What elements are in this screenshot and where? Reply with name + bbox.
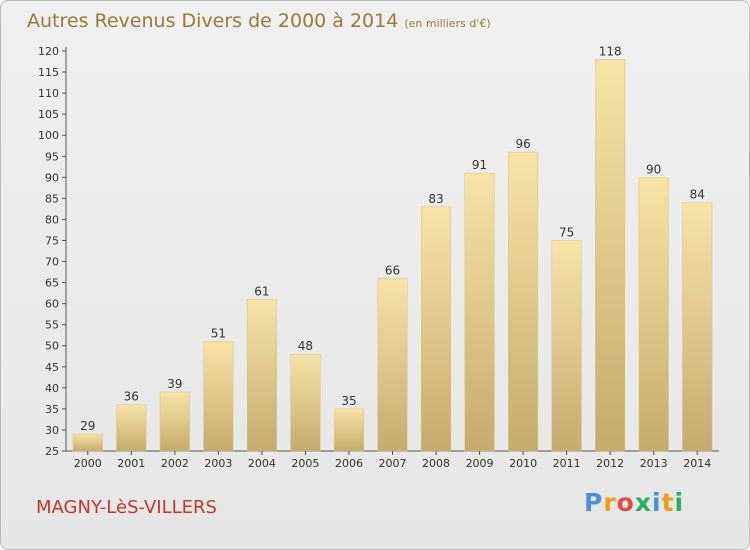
x-tick-label: 2003 [204,457,232,470]
bar [159,391,190,452]
bar-value-label: 91 [472,158,487,172]
bar [203,341,234,452]
logo-letter: t [661,488,675,517]
proxiti-logo: Proxiti [584,488,684,517]
bar [638,177,669,452]
logo-letter: o [616,488,635,517]
commune-name: MAGNY-LèS-VILLERS [36,497,217,518]
y-tick-label: 80 [45,213,59,226]
bar-value-label: 83 [428,192,443,206]
y-tick-label: 60 [45,298,59,311]
y-tick-label: 120 [38,45,59,58]
x-tick-label: 2014 [683,457,711,470]
x-tick-label: 2007 [379,457,407,470]
y-tick-label: 75 [45,234,59,247]
x-tick-label: 2005 [291,457,319,470]
bar-value-label: 66 [385,263,400,277]
bar-value-label: 84 [690,188,705,202]
logo-letter: P [584,488,604,517]
logo-letter: r [603,488,617,517]
y-tick-label: 25 [45,445,59,458]
logo-letter: i [652,488,662,517]
bar [420,206,452,452]
bar [290,353,321,452]
bar-value-label: 35 [341,394,356,408]
bar [333,408,365,452]
y-tick-label: 105 [38,108,59,121]
bar [72,433,103,452]
bar-value-label: 36 [124,390,139,404]
y-tick-label: 70 [45,256,59,269]
unit-note: (en milliers d'€) [404,17,491,30]
bar [377,278,408,452]
bar [116,404,147,452]
bar-value-label: 29 [80,419,95,433]
bar [508,151,539,452]
bar-value-label: 96 [515,137,530,151]
bar [464,172,495,452]
x-tick-label: 2000 [74,457,102,470]
x-tick-label: 2006 [335,457,363,470]
y-tick-label: 45 [45,361,59,374]
y-tick-label: 55 [45,319,59,332]
x-tick-label: 2009 [466,457,494,470]
logo-letter: i [674,488,685,517]
y-tick-label: 115 [38,66,59,79]
bar-value-label: 48 [298,339,313,353]
bar [246,299,277,452]
x-tick-label: 2012 [596,457,624,470]
bar [682,202,713,452]
chart-title-text: Autres Revenus Divers de 2000 à 2014 [27,10,399,32]
bar-value-label: 61 [254,284,269,298]
y-tick-label: 100 [38,129,59,142]
bar-value-label: 39 [167,377,182,391]
y-tick-label: 90 [45,171,59,184]
chart-title: Autres Revenus Divers de 2000 à 2014 (en … [27,10,491,32]
x-tick-label: 2002 [161,457,189,470]
bar-value-label: 90 [646,162,661,176]
y-tick-label: 85 [45,192,59,205]
x-tick-label: 2011 [553,457,581,470]
bar [595,59,626,452]
bar [551,240,582,452]
y-tick-label: 110 [38,87,59,100]
y-tick-label: 40 [45,382,59,395]
logo-letter: x [634,488,652,517]
y-tick-label: 65 [45,277,59,290]
y-tick-label: 35 [45,403,59,416]
bar-value-label: 51 [211,327,226,341]
y-tick-label: 30 [45,424,59,437]
x-tick-label: 2001 [117,457,145,470]
x-tick-label: 2013 [640,457,668,470]
bar-value-label: 75 [559,225,574,239]
y-tick-label: 50 [45,340,59,353]
y-tick-label: 95 [45,150,59,163]
x-tick-label: 2004 [248,457,276,470]
bar-value-label: 118 [599,44,622,58]
x-tick-label: 2008 [422,457,450,470]
x-tick-label: 2010 [509,457,537,470]
